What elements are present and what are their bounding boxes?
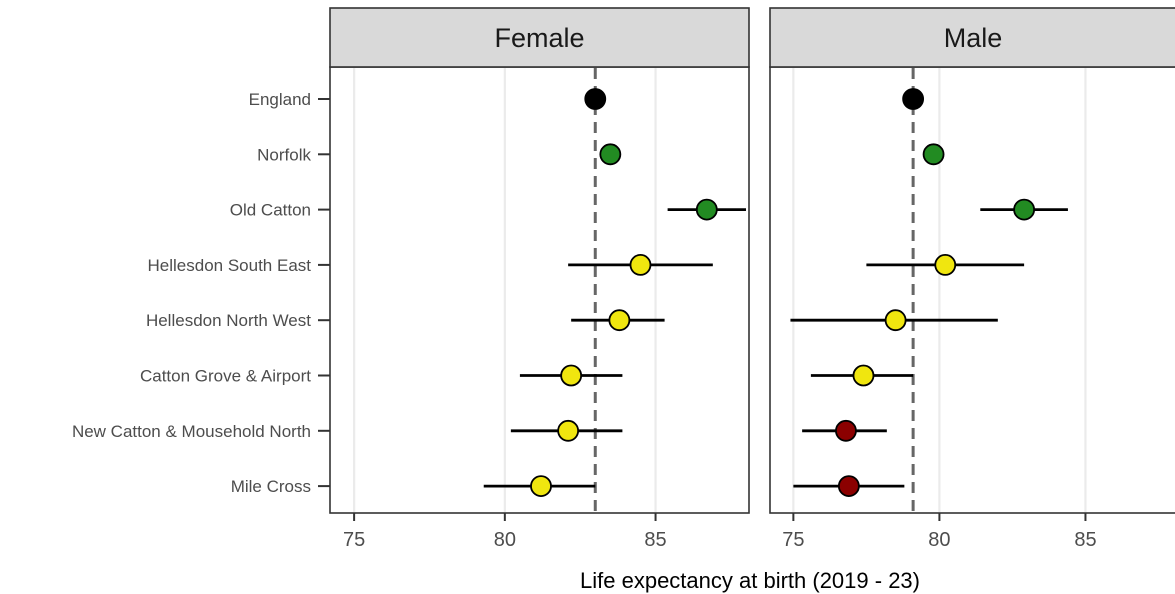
x-axis-title: Life expectancy at birth (2019 - 23) (580, 568, 920, 593)
strip-label-female: Female (494, 23, 584, 53)
point-male-catton-grove-and-airport (852, 364, 875, 387)
point-female-old-catton (695, 198, 718, 221)
y-tick-label-catton-grove-and-airport: Catton Grove & Airport (140, 367, 311, 386)
point-male-hellesdon-north-west (884, 309, 907, 332)
y-tick-label-new-catton-and-mousehold-north: New Catton & Mousehold North (72, 422, 311, 441)
point-female-norfolk (599, 143, 622, 166)
point-male-england (902, 88, 925, 110)
point-female-catton-grove-and-airport (560, 364, 583, 387)
point-female-mile-cross (530, 475, 552, 498)
y-tick-label-norfolk: Norfolk (257, 145, 311, 164)
strip-background-male (769, 7, 1175, 68)
panel-male: Male 75 80 85 (769, 7, 1175, 551)
point-female-new-catton-and-mousehold-north (557, 419, 580, 442)
y-tick-label-hellesdon-north-west: Hellesdon North West (146, 311, 311, 330)
point-male-mile-cross (837, 475, 860, 498)
panel-background-female (329, 66, 750, 514)
panel-background-male (769, 66, 1175, 514)
panel-female: Female 75 80 85 (329, 7, 750, 551)
point-male-norfolk (922, 143, 945, 166)
point-male-old-catton (1013, 198, 1036, 221)
y-tick-label-mile-cross: Mile Cross (231, 477, 311, 496)
x-tick-label-female-85: 85 (644, 529, 666, 551)
x-tick-label-female-75: 75 (343, 529, 365, 551)
point-female-hellesdon-south-east (629, 253, 652, 276)
x-tick-label-male-75: 75 (782, 529, 804, 551)
y-tick-label-england: England (249, 90, 311, 109)
x-tick-label-male-80: 80 (928, 529, 950, 551)
point-male-new-catton-and-mousehold-north (835, 419, 857, 442)
point-female-england (584, 88, 607, 110)
y-tick-label-old-catton: Old Catton (230, 201, 311, 220)
point-male-hellesdon-south-east (934, 253, 957, 276)
strip-background-female (329, 7, 750, 68)
x-tick-label-female-80: 80 (494, 529, 516, 551)
y-tick-label-hellesdon-south-east: Hellesdon South East (148, 256, 312, 275)
strip-label-male: Male (944, 23, 1003, 53)
point-female-hellesdon-north-west (608, 309, 631, 332)
x-tick-label-male-85: 85 (1074, 529, 1096, 551)
